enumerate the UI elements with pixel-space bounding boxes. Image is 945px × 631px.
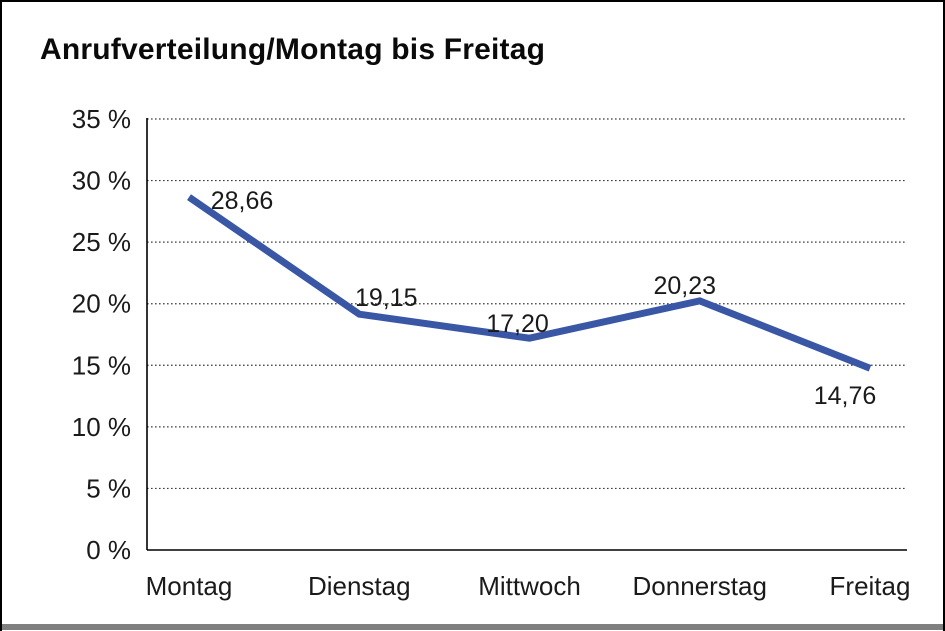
y-tick-label: 10 % <box>72 412 131 442</box>
y-tick-label: 30 % <box>72 166 131 196</box>
data-point-label: 17,20 <box>486 310 549 338</box>
data-point-label: 19,15 <box>355 284 418 312</box>
x-category-label: Freitag <box>830 571 911 601</box>
x-category-label: Mittwoch <box>478 571 581 601</box>
y-tick-label: 0 % <box>86 535 131 565</box>
x-category-label: Dienstag <box>308 571 411 601</box>
y-tick-label: 15 % <box>72 350 131 380</box>
data-point-label: 14,76 <box>814 382 877 410</box>
y-tick-label: 25 % <box>72 227 131 257</box>
data-point-label: 28,66 <box>211 187 274 215</box>
y-tick-label: 5 % <box>86 473 131 503</box>
data-series-line <box>187 194 872 372</box>
x-category-label: Montag <box>146 571 233 601</box>
data-point-label: 20,23 <box>653 272 716 300</box>
x-category-label: Donnerstag <box>633 571 767 601</box>
bottom-bar <box>2 624 943 630</box>
chart-title: Anrufverteilung/Montag bis Freitag <box>40 33 546 66</box>
y-tick-label: 35 % <box>72 104 131 134</box>
y-tick-label: 20 % <box>72 289 131 319</box>
